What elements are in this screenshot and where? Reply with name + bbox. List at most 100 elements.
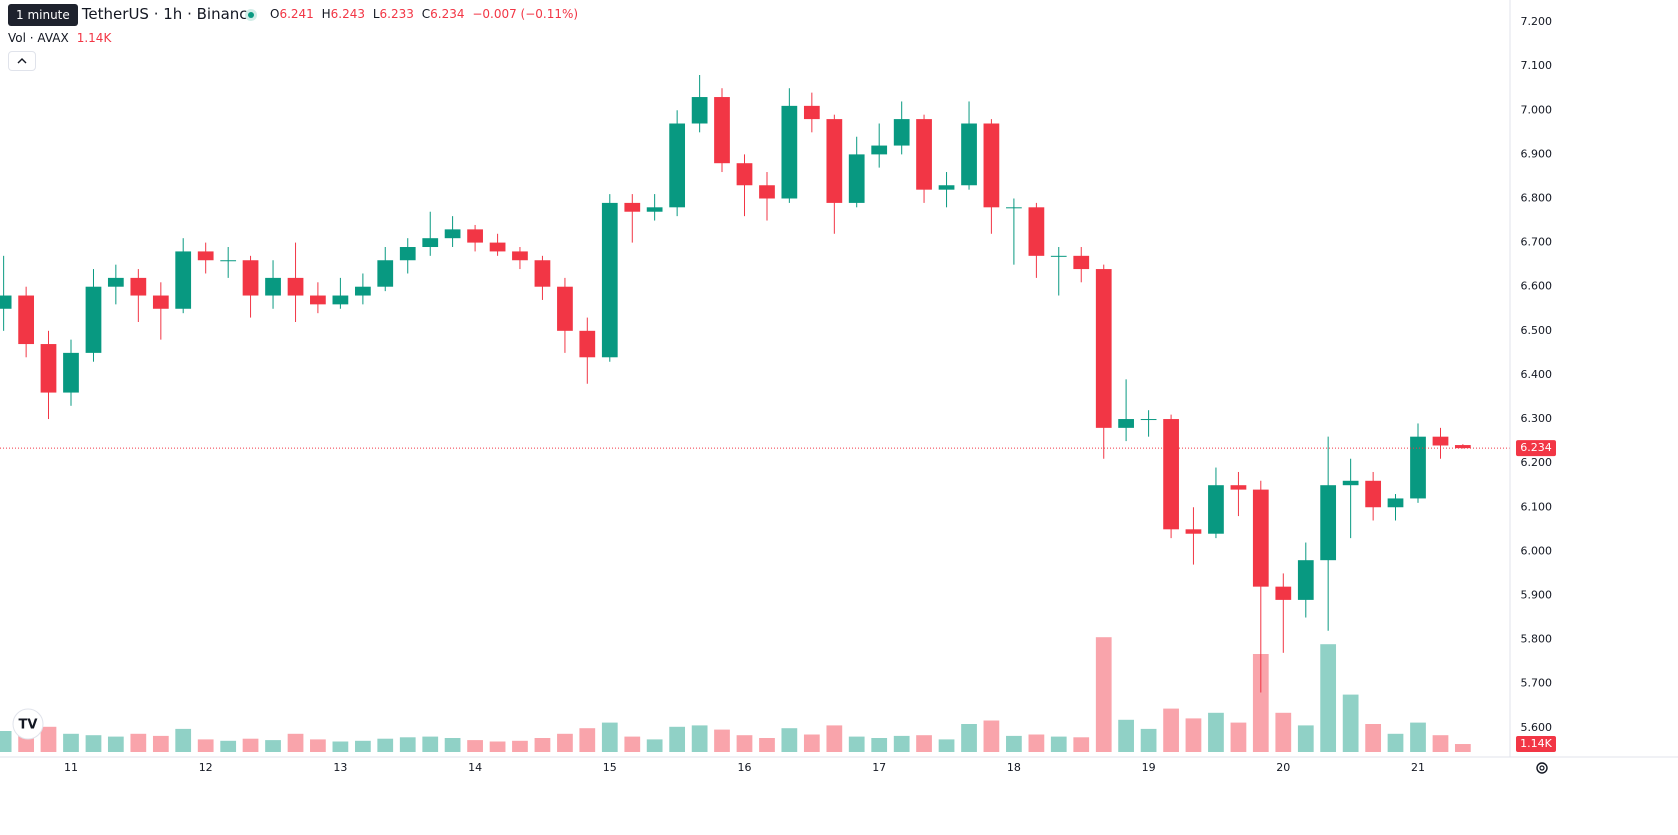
candle-body xyxy=(893,119,910,146)
candle-body xyxy=(1432,436,1449,446)
candle-body xyxy=(310,295,326,305)
y-tick-label: 6.300 xyxy=(1521,412,1553,425)
candle-body xyxy=(220,260,237,262)
volume-bar xyxy=(557,733,573,752)
volume-bar xyxy=(601,722,618,752)
candle-body xyxy=(107,277,124,287)
candle-body xyxy=(1297,560,1314,600)
y-tick-label: 6.100 xyxy=(1521,500,1553,513)
volume-bar xyxy=(579,728,596,752)
volume-bar xyxy=(1252,654,1269,752)
candle-body xyxy=(355,286,371,296)
volume-bar xyxy=(691,725,708,752)
candle-body xyxy=(1163,419,1179,530)
candle-body xyxy=(1230,485,1247,490)
volume-bar xyxy=(1073,737,1090,752)
volume-bar xyxy=(399,737,416,752)
volume-bar xyxy=(265,740,281,752)
volume-bar xyxy=(624,736,641,752)
volume-bar xyxy=(152,735,169,752)
candle-body xyxy=(961,123,977,186)
candle-body xyxy=(714,97,730,164)
candle-body xyxy=(601,202,618,358)
collapse-button[interactable] xyxy=(8,51,36,71)
candle-body xyxy=(1410,436,1426,499)
ohlc-values: O6.241 H6.243 L6.233 C6.234 −0.007 (−0.1… xyxy=(266,7,578,21)
candle-body xyxy=(669,123,686,208)
volume-bar xyxy=(1275,712,1292,752)
volume-bar xyxy=(444,738,461,752)
candle-body xyxy=(781,105,798,199)
candle-body xyxy=(1118,419,1134,428)
candle-body xyxy=(467,229,483,243)
volume-bar xyxy=(669,726,686,752)
candle-body xyxy=(197,251,214,261)
x-tick-label: 18 xyxy=(1007,761,1021,774)
y-tick-label: 7.100 xyxy=(1521,59,1553,72)
x-tick-label: 20 xyxy=(1276,761,1290,774)
volume-bar xyxy=(355,740,371,752)
volume-bar xyxy=(40,726,57,752)
candle-body xyxy=(489,242,506,252)
volume-bars xyxy=(0,637,1471,752)
volume-bar xyxy=(781,728,798,752)
settings-icon[interactable] xyxy=(1536,762,1548,774)
y-tick-label: 5.900 xyxy=(1521,588,1553,601)
ohlc-value: 6.243 xyxy=(330,7,366,21)
candle-body xyxy=(18,295,35,345)
x-tick-label: 16 xyxy=(737,761,751,774)
candle-body xyxy=(534,260,551,287)
volume-bar xyxy=(1320,644,1337,752)
candle-body xyxy=(803,105,820,120)
x-tick-label: 11 xyxy=(64,761,78,774)
volume-bar xyxy=(736,735,753,752)
candle-body xyxy=(1387,498,1404,508)
y-tick-label: 5.700 xyxy=(1521,677,1553,690)
volume-bar xyxy=(310,739,326,752)
candle-body xyxy=(1185,529,1202,534)
volume-bar xyxy=(714,729,730,752)
candle-body xyxy=(1028,207,1045,256)
candle-body xyxy=(624,202,641,212)
volume-bar xyxy=(646,739,663,752)
volume-bar xyxy=(107,736,124,752)
last-price-label: 6.234 xyxy=(1520,441,1552,454)
volume-bar xyxy=(1454,744,1471,752)
volume-bar xyxy=(1410,722,1426,752)
candle-body xyxy=(63,352,79,393)
ohlc-key: O xyxy=(270,7,280,21)
candle-body xyxy=(1365,480,1382,508)
tv-logo: TV xyxy=(12,708,44,740)
volume-bar xyxy=(1230,722,1247,752)
volume-bar xyxy=(1050,736,1067,752)
candle-body xyxy=(399,247,416,261)
volume-bar xyxy=(1387,733,1404,752)
market-status[interactable] xyxy=(245,9,257,21)
candle-body xyxy=(377,260,394,287)
volume-bar xyxy=(467,740,483,752)
volume-bar xyxy=(848,736,865,752)
y-tick-label: 7.000 xyxy=(1521,103,1553,116)
ohlc-value: 6.241 xyxy=(279,7,314,21)
volume-bar xyxy=(1365,724,1382,752)
candle-body xyxy=(287,277,304,296)
candle-body xyxy=(579,330,596,358)
ohlc-value: 6.234 xyxy=(430,7,465,21)
y-tick-label: 5.600 xyxy=(1521,721,1553,734)
volume-bar xyxy=(759,738,775,752)
volume-bar xyxy=(803,734,820,752)
x-tick-label: 21 xyxy=(1411,761,1425,774)
candle-body xyxy=(130,277,147,296)
candle-body xyxy=(1208,485,1224,534)
candle-body xyxy=(759,185,775,199)
candle-body xyxy=(1050,255,1067,257)
candle-body xyxy=(736,163,753,186)
candle-body xyxy=(1252,489,1269,587)
last-volume-label: 1.14K xyxy=(1520,737,1552,750)
candle-body xyxy=(175,251,192,309)
svg-text:TV: TV xyxy=(19,718,38,733)
candle-body xyxy=(444,229,461,239)
candle-body xyxy=(938,185,955,190)
candles xyxy=(0,74,1471,693)
